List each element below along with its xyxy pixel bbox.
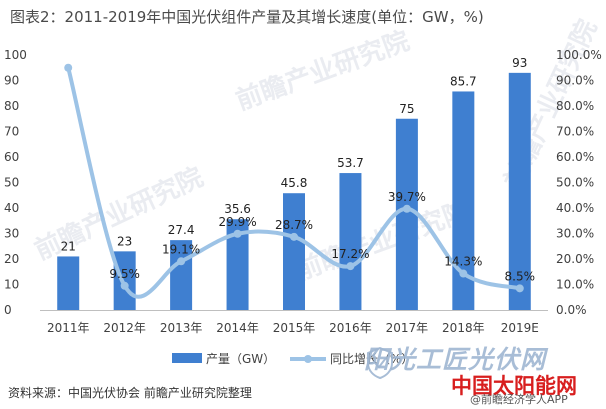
y-left-tick-label: 70 [4,125,19,139]
y-right-tick-label: 70.0% [556,125,594,139]
bar-6 [395,118,418,310]
line-value-label: 29.9% [218,215,256,229]
y-right-tick-label: 20.0% [556,252,594,266]
line-point-7 [459,269,468,278]
y-axis-right: 0.0% 10.0% 20.0% 30.0% 40.0% 50.0% 60.0% 70.0% 8… [556,48,602,317]
watermark-text-0: 前瞻产业研究院 [232,25,414,116]
x-tick-label: 2016年 [329,321,372,335]
line-point-1 [120,281,129,290]
x-tick-label: 2011年 [47,321,90,335]
y-right-tick-label: 10.0% [556,278,594,292]
legend-line-marker [304,355,312,363]
line-point-8 [515,284,524,293]
line-value-label: 14.3% [444,255,482,269]
line-series [64,63,524,299]
line-value-label: 28.7% [275,218,313,232]
site-watermark: 阳光工匠光伏网 [364,345,547,374]
bar-value-label: 75 [399,102,414,116]
site-watermark-cn: 中国太阳能网 [451,374,577,398]
line-value-label: 9.5% [109,267,140,281]
growth-line [66,65,522,299]
line-value-label: 19.1% [162,242,200,256]
y-axis-left: 0 10 20 30 40 50 60 70 80 90 100 [4,48,27,317]
y-right-tick-label: 30.0% [556,227,594,241]
bar-value-labels: 21 23 27.4 35.6 45.8 53.7 75 85.7 93 [61,56,528,254]
y-left-tick-label: 60 [4,150,19,164]
bar-series [57,72,531,310]
line-value-labels: 9.5% 19.1% 29.9% 28.7% 17.2% 39.7% 14.3% 8.5% [109,190,535,284]
watermark-text-2: 前瞻产业研究院 [292,195,474,286]
y-left-tick-label: 80 [4,99,19,113]
line-point-3 [233,229,242,238]
shield-logo-icon [367,347,393,379]
bar-value-label: 27.4 [168,223,195,237]
bar-7 [452,91,475,310]
line-point-2 [177,257,186,266]
y-right-tick-label: 90.0% [556,74,594,88]
bar-value-label: 45.8 [281,176,308,190]
bar-4 [283,193,305,310]
y-left-tick-label: 40 [4,201,19,215]
bar-value-label: 35.6 [224,202,251,216]
y-right-tick-label: 60.0% [556,150,594,164]
y-left-tick-label: 100 [4,48,27,62]
x-tick-label: 2012年 [103,321,146,335]
y-right-tick-label: 50.0% [556,176,594,190]
line-point-6 [402,204,411,213]
x-tick-label: 2014年 [216,321,259,335]
line-point-4 [290,232,298,241]
bar-value-label: 53.7 [337,156,364,170]
bar-5 [339,173,362,310]
line-value-label: 17.2% [331,247,369,261]
legend-bar-label: 产量（GW） [206,352,275,366]
bar-value-label: 85.7 [450,74,477,88]
bar-0 [57,256,80,310]
line-point-5 [346,262,355,271]
y-left-tick-label: 90 [4,74,19,88]
bar-value-label: 21 [61,239,76,253]
line-point-0 [64,63,73,72]
y-left-tick-label: 20 [4,252,19,266]
y-left-tick-label: 30 [4,227,19,241]
chart-title: 图表2：2011-2019年中国光伏组件产量及其增长速度(单位：GW，%) [10,8,484,26]
x-tick-label: 2018年 [442,321,485,335]
y-right-tick-label: 0.0% [556,303,587,317]
x-axis: 2011年 2012年 2013年 2014年 2015年 2016年 2017年 2018年… [47,321,539,335]
y-left-tick-label: 0 [4,303,12,317]
line-value-label: 8.5% [505,269,536,283]
x-tick-label: 2015年 [273,321,316,335]
source-note: 资料来源：中国光伏协会 前瞻产业研究院整理 [8,386,252,400]
legend-bar-swatch [172,353,202,363]
y-left-tick-label: 50 [4,176,19,190]
bar-8 [508,72,531,310]
bar-value-label: 93 [512,56,527,70]
bar-value-label: 23 [117,234,132,248]
x-tick-label: 2013年 [160,321,203,335]
bar-3 [226,219,249,310]
y-right-tick-label: 40.0% [556,201,594,215]
line-value-label: 39.7% [388,190,426,204]
y-left-tick-label: 10 [4,278,19,292]
x-tick-label: 2019E [501,321,539,335]
y-right-tick-label: 80.0% [556,99,594,113]
app-watermark: @前瞻经济学人APP [470,393,568,406]
y-right-tick-label: 100.0% [556,48,602,62]
x-tick-label: 2017年 [386,321,429,335]
